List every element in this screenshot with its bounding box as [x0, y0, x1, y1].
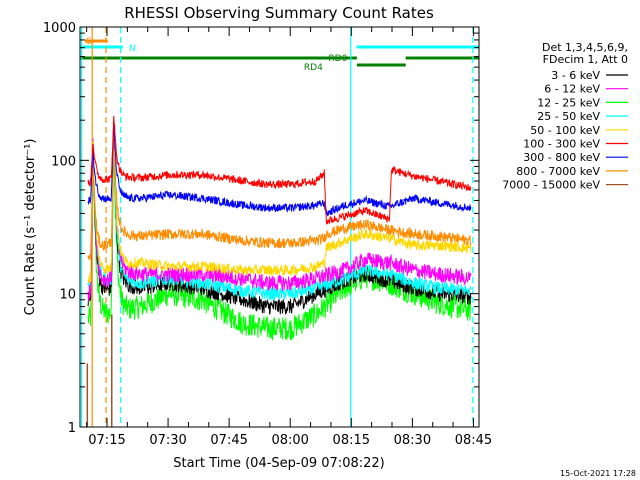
x-tick-label: 07:30 [149, 433, 186, 448]
y-axis-label: Count Rate (s⁻¹ detector⁻¹) [23, 139, 38, 316]
flag-rd4-label: RD4 [304, 63, 323, 73]
series-group [86, 115, 472, 427]
y-tick-label: 1 [68, 421, 76, 436]
y-tick-label: 10 [59, 288, 76, 303]
x-axis-ticks: 07:15 07:30 07:45 08:00 08:15 08:30 08:45 [86, 27, 492, 448]
series-12-25-kev [87, 142, 472, 341]
legend: Det 1,3,4,5,6,9,FDecim 1, Att 0 3 - 6 keV… [502, 41, 628, 192]
x-tick-label: 07:15 [88, 433, 125, 448]
y-axis-ticks: 1 10 100 1000 [43, 21, 479, 436]
legend-header: FDecim 1, Att 0 [543, 53, 628, 66]
legend-label: 100 - 300 keV [523, 138, 600, 151]
series-25-50-kev [87, 132, 472, 301]
series-800-7000-kev [87, 128, 472, 261]
flag-bars: S N RD0 RD4 [80, 37, 479, 73]
x-axis-label: Start Time (04-Sep-09 07:08:22) [173, 456, 384, 471]
legend-label: 50 - 100 keV [530, 124, 600, 137]
legend-label: 6 - 12 keV [544, 83, 600, 96]
y-tick-label: 1000 [43, 21, 76, 36]
x-tick-label: 08:30 [394, 433, 431, 448]
legend-label: 800 - 7000 keV [516, 165, 600, 178]
x-tick-label: 08:00 [271, 433, 308, 448]
event-lines [81, 27, 474, 427]
series-300-800-kev [87, 119, 472, 217]
chart-title: RHESSI Observing Summary Count Rates [124, 4, 434, 22]
timestamp: 15-Oct-2021 17:28 [560, 469, 636, 478]
legend-header: Det 1,3,4,5,6,9, [542, 41, 628, 54]
flag-rd0-label: RD0 [328, 54, 347, 64]
plot-frame [79, 26, 480, 428]
x-tick-label: 08:45 [455, 433, 492, 448]
series-100-300-kev [87, 115, 472, 225]
series-6-12-kev [87, 126, 472, 302]
x-tick-label: 08:15 [333, 433, 370, 448]
flag-n-label: N [129, 44, 136, 54]
y-tick-label: 100 [51, 154, 76, 169]
x-tick-label: 07:45 [210, 433, 247, 448]
legend-label: 300 - 800 keV [523, 151, 600, 164]
legend-label: 25 - 50 keV [537, 110, 600, 123]
series-50-100-kev [87, 124, 472, 284]
legend-label: 7000 - 15000 keV [502, 179, 600, 192]
legend-label: 3 - 6 keV [551, 69, 600, 82]
flag-s-label: S [86, 37, 92, 47]
legend-label: 12 - 25 keV [537, 96, 600, 109]
